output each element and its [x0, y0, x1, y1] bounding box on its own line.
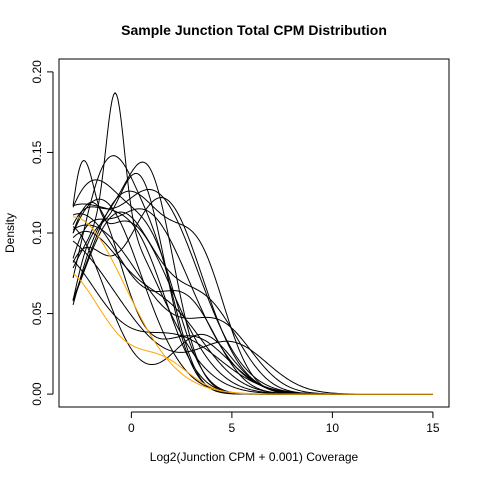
density-curve-19: [72, 201, 433, 395]
density-curve-2: [72, 159, 433, 395]
y-tick-label: 0.05: [30, 302, 44, 326]
density-curves: [72, 92, 433, 395]
x-tick-label: 15: [426, 421, 440, 435]
y-tick-label: 0.00: [30, 382, 44, 406]
density-curve-21: [73, 216, 433, 395]
plot-frame: [58, 58, 450, 408]
chart-title: Sample Junction Total CPM Distribution: [121, 22, 387, 38]
density-curve-14: [72, 230, 433, 395]
y-axis: 0.00 0.05 0.10 0.15 0.20: [30, 60, 54, 406]
density-curve-15: [72, 197, 433, 395]
density-curve-16: [72, 240, 433, 395]
density-curve-22: [72, 272, 433, 395]
density-curve-1: [72, 92, 433, 395]
y-axis-label: Density: [3, 213, 17, 253]
x-tick-label: 5: [229, 421, 236, 435]
y-tick-label: 0.20: [30, 60, 44, 84]
density-curve-13: [72, 211, 433, 395]
density-curve-20: [72, 260, 433, 395]
density-curve-3: [72, 161, 433, 395]
density-curve-10: [72, 213, 433, 395]
density-curve-7: [72, 203, 433, 395]
x-tick-label: 0: [128, 421, 135, 435]
y-tick-label: 0.15: [30, 140, 44, 164]
density-curve-8: [72, 198, 433, 395]
x-tick-label: 10: [326, 421, 340, 435]
x-axis-label: Log2(Junction CPM + 0.001) Coverage: [150, 450, 359, 464]
x-axis: 0 5 10 15: [128, 411, 440, 435]
y-tick-label: 0.10: [30, 221, 44, 245]
